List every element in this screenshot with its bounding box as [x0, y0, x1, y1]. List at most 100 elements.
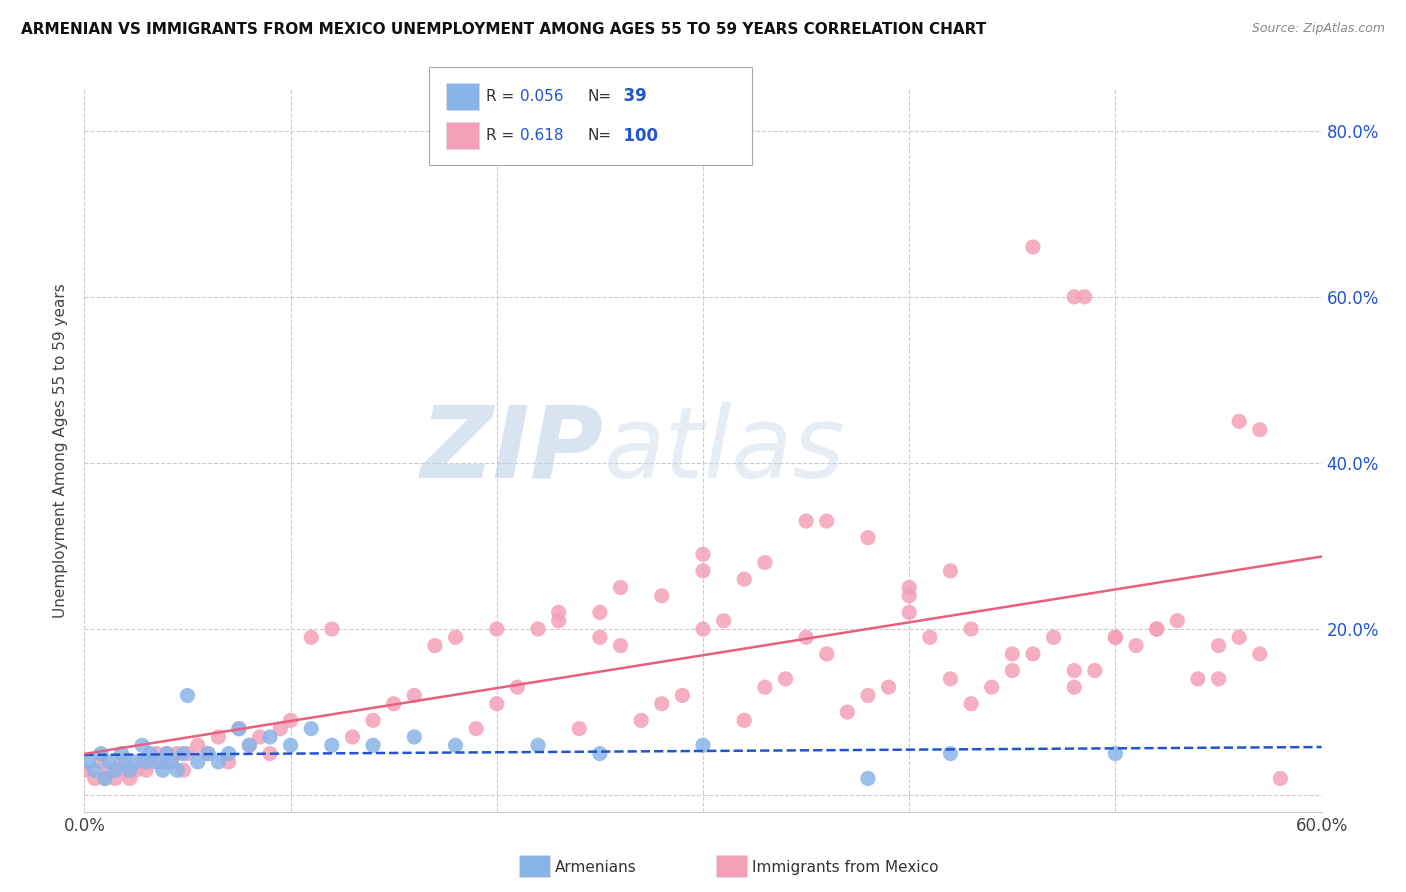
Point [1125, 639, 1147, 653]
Point [207, 730, 229, 744]
Point [114, 763, 136, 777]
Point [176, 689, 198, 703]
Point [980, 680, 1002, 694]
Point [1146, 622, 1168, 636]
Point [110, 755, 132, 769]
Point [1227, 630, 1250, 644]
Point [156, 747, 179, 761]
Point [465, 722, 488, 736]
Point [856, 772, 879, 786]
Point [118, 772, 141, 786]
Point [98, 763, 121, 777]
Point [960, 622, 983, 636]
Point [238, 739, 260, 753]
Point [1022, 240, 1045, 254]
Point [187, 739, 209, 753]
Point [589, 606, 612, 620]
Point [259, 747, 281, 761]
Point [361, 714, 384, 728]
Point [609, 639, 631, 653]
Text: R =: R = [486, 128, 520, 143]
Point [156, 747, 179, 761]
Point [651, 697, 673, 711]
Point [444, 739, 467, 753]
Point [131, 739, 153, 753]
Point [404, 730, 426, 744]
Point [187, 755, 209, 769]
Point [671, 689, 693, 703]
Point [794, 630, 817, 644]
Point [280, 714, 302, 728]
Point [382, 697, 405, 711]
Point [1001, 647, 1024, 661]
Point [218, 755, 240, 769]
Point [918, 630, 941, 644]
Point [898, 581, 921, 595]
Point [939, 672, 962, 686]
Point [135, 755, 157, 769]
Point [135, 763, 157, 777]
Point [485, 697, 508, 711]
Point [197, 747, 219, 761]
Point [939, 747, 962, 761]
Point [166, 747, 188, 761]
Point [1104, 630, 1126, 644]
Text: atlas: atlas [605, 402, 845, 499]
Point [197, 747, 219, 761]
Point [218, 747, 240, 761]
Point [815, 514, 838, 528]
Text: 100: 100 [612, 127, 658, 145]
Point [939, 564, 962, 578]
Point [152, 755, 174, 769]
Point [238, 739, 260, 753]
Point [1208, 639, 1230, 653]
Point [1166, 614, 1188, 628]
Point [299, 722, 322, 736]
Text: ARMENIAN VS IMMIGRANTS FROM MEXICO UNEMPLOYMENT AMONG AGES 55 TO 59 YEARS CORREL: ARMENIAN VS IMMIGRANTS FROM MEXICO UNEMP… [21, 22, 987, 37]
Point [1208, 672, 1230, 686]
Point [815, 647, 838, 661]
Point [1063, 290, 1085, 304]
Point [1104, 630, 1126, 644]
Point [1042, 630, 1064, 644]
Point [114, 755, 136, 769]
Point [692, 622, 714, 636]
Point [1022, 647, 1045, 661]
Point [692, 564, 714, 578]
Point [960, 697, 983, 711]
Point [98, 755, 121, 769]
Point [609, 581, 631, 595]
Point [568, 722, 591, 736]
Point [110, 747, 132, 761]
Text: 0.618: 0.618 [520, 128, 564, 143]
Point [145, 755, 167, 769]
Point [176, 747, 198, 761]
Point [1084, 664, 1107, 678]
Point [83, 763, 105, 777]
Point [754, 680, 776, 694]
Text: 39: 39 [612, 87, 647, 105]
Point [90, 747, 112, 761]
Point [94, 772, 117, 786]
Point [280, 739, 302, 753]
Point [527, 739, 550, 753]
Point [342, 730, 364, 744]
Point [856, 689, 879, 703]
Point [692, 547, 714, 561]
Point [1073, 290, 1095, 304]
Point [754, 556, 776, 570]
Text: 0.056: 0.056 [520, 89, 564, 103]
Point [898, 589, 921, 603]
Point [485, 622, 508, 636]
Point [104, 763, 127, 777]
Point [131, 755, 153, 769]
Point [589, 630, 612, 644]
Point [404, 689, 426, 703]
Point [506, 680, 529, 694]
Point [775, 672, 797, 686]
Point [1270, 772, 1292, 786]
Point [794, 514, 817, 528]
Point [361, 739, 384, 753]
Point [139, 747, 162, 761]
Point [1249, 423, 1271, 437]
